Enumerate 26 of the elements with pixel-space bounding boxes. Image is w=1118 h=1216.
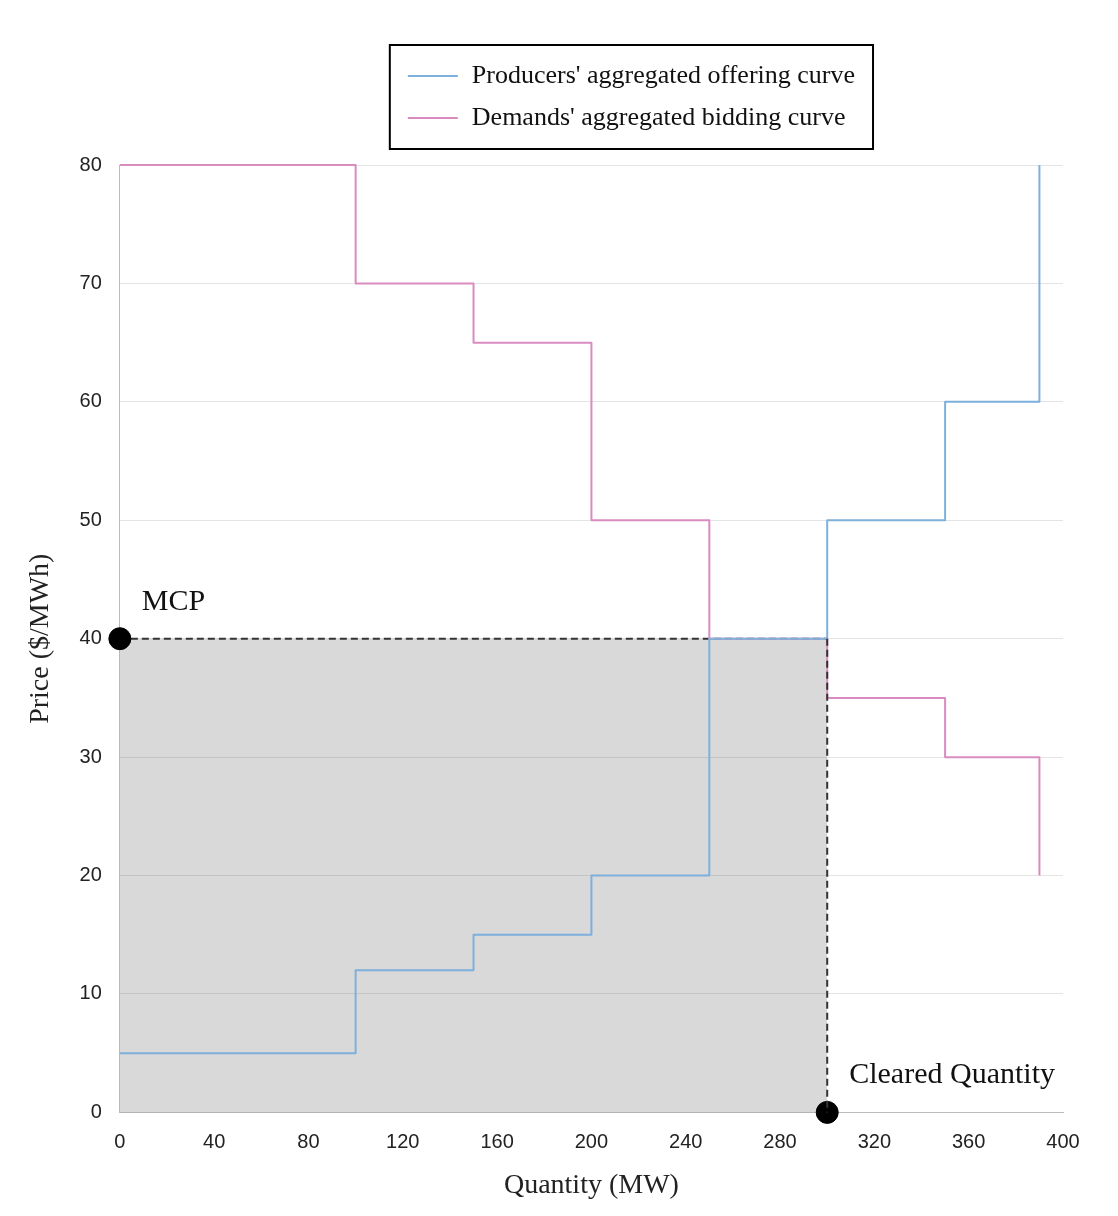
- x-tick-label: 360: [952, 1129, 986, 1152]
- x-axis-title: Quantity (MW): [503, 1167, 679, 1199]
- y-tick-label: 70: [79, 270, 102, 293]
- x-tick-label: 240: [669, 1129, 703, 1152]
- legend-label: Producers' aggregated offering curve: [471, 59, 856, 89]
- x-tick-label: 280: [763, 1129, 797, 1152]
- y-axis-title: Price ($/MWh): [23, 553, 55, 724]
- y-tick-label: 40: [79, 626, 102, 649]
- x-tick-label: 120: [386, 1129, 420, 1152]
- y-tick-label: 10: [79, 981, 102, 1004]
- x-tick-label: 400: [1046, 1129, 1080, 1152]
- annotation: Cleared Quantity: [849, 1056, 1055, 1090]
- y-tick-label: 80: [79, 152, 102, 175]
- x-tick-label: 320: [857, 1129, 892, 1152]
- y-tick-label: 20: [79, 863, 102, 886]
- y-tick-label: 60: [79, 389, 102, 412]
- x-tick-label: 80: [297, 1129, 320, 1152]
- y-tick-label: 30: [79, 744, 102, 767]
- x-tick-label: 40: [203, 1129, 226, 1152]
- x-tick-label: 0: [114, 1129, 126, 1152]
- x-tick-label: 200: [574, 1129, 609, 1152]
- y-tick-label: 0: [90, 1099, 102, 1122]
- annotation: MCP: [141, 582, 206, 616]
- x-tick-label: 160: [480, 1129, 514, 1152]
- y-tick-label: 50: [79, 507, 102, 530]
- legend-label: Demands' aggregated bidding curve: [471, 101, 846, 131]
